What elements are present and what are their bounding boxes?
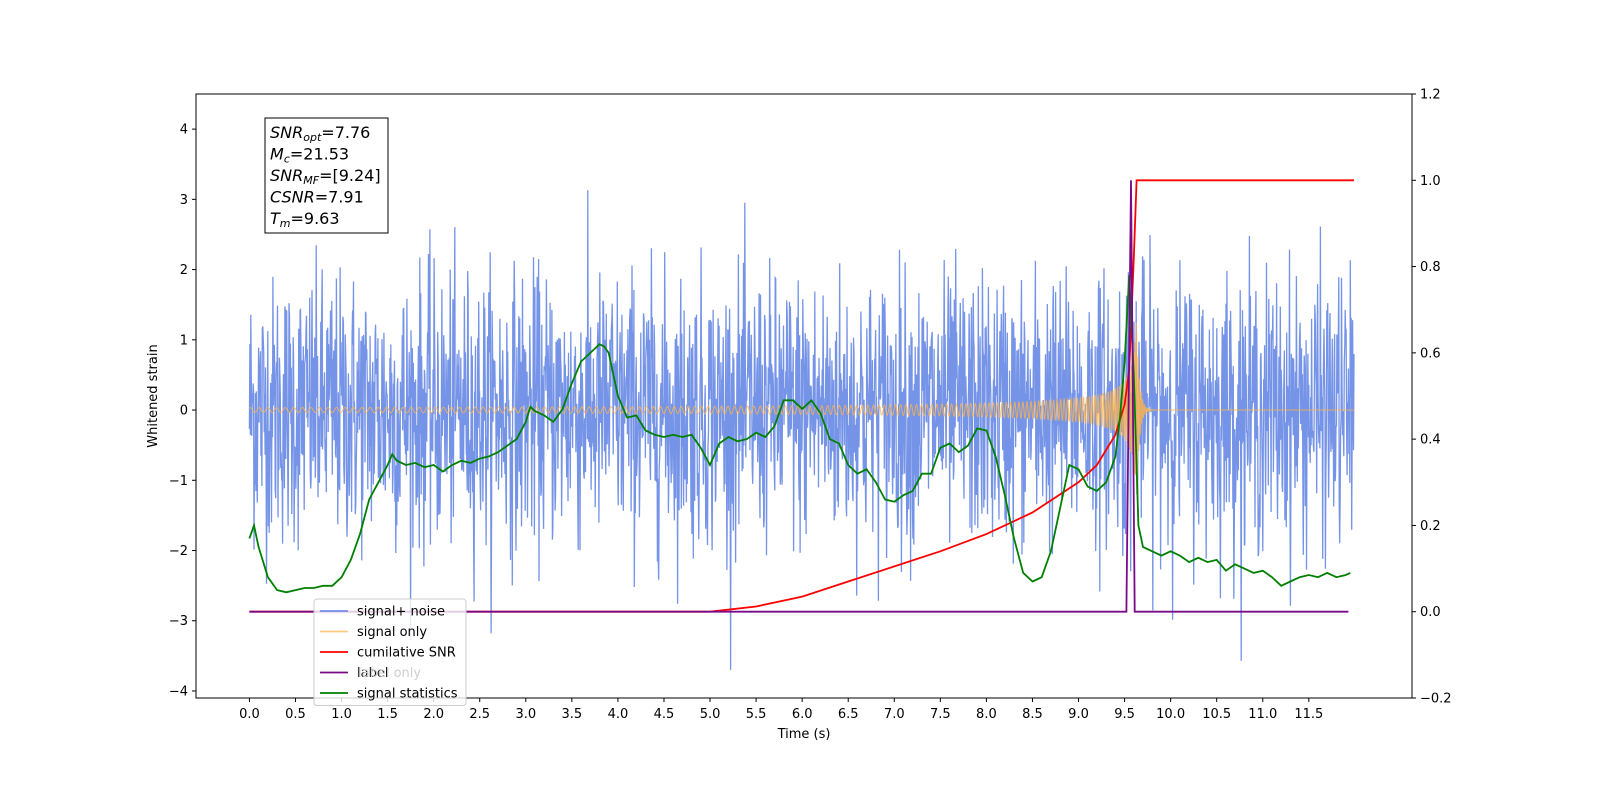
y-tick-label: 3: [180, 193, 188, 208]
legend-frame: [313, 598, 467, 706]
annotation-line: SNRMF=[9.24]: [270, 166, 381, 187]
legend-label: cumilative SNR: [357, 646, 456, 661]
x-tick-label: 3.5: [562, 707, 583, 722]
x-tick-label: 1.0: [331, 707, 352, 722]
x-tick-label: 4.5: [654, 707, 675, 722]
x-tick-label: 9.5: [1114, 707, 1135, 722]
x-tick-label: 7.0: [884, 707, 905, 722]
signal-noise-series: [248, 190, 1355, 670]
annotation-subscript: c: [284, 153, 290, 166]
x-axis-label: Time (s): [777, 727, 831, 742]
annotation-symbol: CSNR: [270, 188, 315, 207]
annotation-line: CSNR=7.91: [270, 188, 364, 207]
annotation-value: =7.91: [315, 188, 364, 207]
x-tick-label: 6.5: [838, 707, 859, 722]
annotation-line: Mc=21.53: [270, 145, 349, 166]
x-tick-label: 5.5: [746, 707, 767, 722]
x-tick-label: 11.0: [1248, 707, 1277, 722]
x-tick-label: 3.0: [515, 707, 536, 722]
y2-tick-label: 0.8: [1420, 260, 1441, 275]
legend-label: label only: [358, 666, 421, 681]
x-tick-label: 11.5: [1294, 707, 1323, 722]
annotation-symbol: SNR: [270, 166, 303, 185]
annotation-subscript: m: [280, 217, 291, 230]
y-tick-label: 4: [180, 123, 188, 138]
x-tick-label: 5.0: [700, 707, 721, 722]
x-tick-label: 8.5: [1022, 707, 1043, 722]
y-axis-ticks: −4 −3 −2 −1 0 1 2 3 4: [169, 123, 196, 699]
y2-tick-label: 0.6: [1420, 346, 1441, 361]
y-tick-label: −2: [169, 544, 188, 559]
x-tick-label: 10.5: [1202, 707, 1231, 722]
y-tick-label: −4: [169, 684, 188, 699]
legend-label: signal+ noise: [357, 605, 445, 620]
y-tick-label: −1: [169, 474, 188, 489]
right-axis-series: [248, 179, 1354, 613]
legend: signal+ noise signal only cumilative SNR la…: [313, 598, 467, 706]
plot-frame: [195, 93, 1413, 699]
annotation-line: SNRopt=7.76: [270, 123, 370, 144]
y2-tick-label: 1.2: [1420, 88, 1441, 103]
y2-tick-label: 0.2: [1420, 519, 1441, 534]
annotation-value: =[9.24]: [319, 166, 381, 185]
signal-only-line: [249, 322, 1354, 494]
x-tick-label: 6.0: [792, 707, 813, 722]
x-tick-label: 7.5: [930, 707, 951, 722]
y2-axis-ticks: −0.2 0.0 0.2 0.4 0.6 0.8 1.0 1.2: [1412, 88, 1452, 707]
y2-tick-label: 1.0: [1420, 174, 1441, 189]
x-tick-label: 2.0: [423, 707, 444, 722]
x-tick-label: 4.0: [608, 707, 629, 722]
annotation-value: =9.63: [291, 209, 340, 228]
y-tick-label: 1: [180, 333, 188, 348]
annotation-symbol: T: [270, 209, 281, 228]
annotation-symbol: SNR: [270, 123, 303, 142]
y-tick-label: −3: [169, 614, 188, 629]
y2-tick-label: 0.4: [1420, 433, 1441, 448]
x-tick-label: 8.0: [976, 707, 997, 722]
signal-only-series: [249, 322, 1354, 494]
annotation-line: Tm=9.63: [270, 209, 340, 230]
x-axis-ticks: 0.0 0.5 1.0 1.5 2.0 2.5 3.0 3.5 4.0 4.5 5.0 5.5 6.0 6…: [239, 698, 1323, 722]
x-tick-label: 9.0: [1068, 707, 1089, 722]
parameter-annotation-box: SNRopt=7.76Mc=21.53SNRMF=[9.24]CSNR=7.91…: [264, 117, 389, 234]
signal-statistics-line: [248, 275, 1351, 594]
x-tick-label: 0.5: [285, 707, 306, 722]
annotation-subscript: opt: [303, 131, 322, 144]
x-tick-label: 1.5: [377, 707, 398, 722]
annotation-value: =7.76: [321, 123, 370, 142]
y2-tick-label: −0.2: [1420, 692, 1452, 707]
x-tick-label: 10.0: [1156, 707, 1185, 722]
legend-label: label: [357, 666, 388, 681]
annotation-symbol: M: [270, 145, 284, 164]
y-tick-label: 2: [180, 263, 188, 278]
y-axis-label: Whitened strain: [146, 344, 161, 447]
x-tick-label: 2.5: [469, 707, 490, 722]
legend-label: signal only: [357, 625, 427, 640]
legend-label: signal statistics: [357, 687, 458, 702]
annotation-frame: [264, 117, 389, 234]
annotation-value: =21.53: [290, 145, 349, 164]
signal-noise-line: [248, 190, 1355, 670]
y2-tick-label: 0.0: [1420, 605, 1441, 620]
x-tick-label: 0.0: [239, 707, 260, 722]
label-line: [249, 180, 1349, 613]
annotation-subscript: MF: [303, 174, 319, 187]
cumilative-snr-line: [249, 179, 1354, 613]
y-tick-label: 0: [180, 404, 188, 419]
